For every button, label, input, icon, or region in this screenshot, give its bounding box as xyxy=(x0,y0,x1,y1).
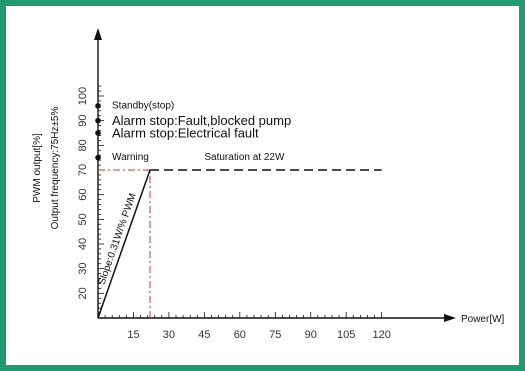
y-axis-arrow xyxy=(94,28,102,40)
y-axis-subtitle: Output frequency:75Hz±5% xyxy=(50,107,61,230)
x-tick-label: 60 xyxy=(234,329,246,341)
x-tick-label: 15 xyxy=(127,329,139,341)
series-lines xyxy=(97,169,382,319)
y-tick-label: 80 xyxy=(77,139,89,151)
x-tick-label: 30 xyxy=(163,329,175,341)
x-tick-label: 90 xyxy=(305,329,317,341)
y-tick-label: 60 xyxy=(77,189,89,201)
x-tick-label: 105 xyxy=(337,329,355,341)
x-axis-title: Power[W] xyxy=(461,314,505,325)
y-axis-title: PWM output[%] xyxy=(32,133,43,203)
reference-lines xyxy=(98,169,151,318)
slope-line xyxy=(97,169,151,319)
y-tick-label: 40 xyxy=(77,238,89,250)
x-axis-arrow xyxy=(444,314,456,322)
labels: Saturation at 22W Slope:0.31W/% PWM Power[… xyxy=(32,107,505,325)
marker-dot xyxy=(95,103,101,109)
marker-label: Alarm stop:Fault,blocked pump xyxy=(112,113,291,128)
y-tick-label: 90 xyxy=(77,115,89,127)
x-tick-label: 120 xyxy=(372,329,390,341)
y-tick-label: 70 xyxy=(77,164,89,176)
marker-dot xyxy=(95,154,101,161)
y-tick-label: 30 xyxy=(77,263,89,275)
y-tick-label: 50 xyxy=(77,213,89,225)
y-tick-label: 100 xyxy=(77,87,89,105)
marker-label: Alarm stop:Electrical fault xyxy=(112,126,259,141)
saturation-annotation: Saturation at 22W xyxy=(204,152,285,163)
y-tick-label: 20 xyxy=(77,287,89,299)
marker-label: Standby(stop) xyxy=(112,100,174,111)
slope-annotation: Slope:0.31W/% PWM xyxy=(97,192,139,286)
x-tick-label: 75 xyxy=(269,329,281,341)
marker-label: Warning xyxy=(112,152,149,163)
x-tick-label: 45 xyxy=(198,329,210,341)
marker-dot xyxy=(95,117,101,124)
marker-dot xyxy=(95,130,101,136)
markers: Standby(stop) Alarm stop:Fault,blocked pu… xyxy=(95,100,291,163)
ticks: 15 30 45 60 75 90 105 120 20 30 40 50 60 70 80 90 100 xyxy=(77,85,391,341)
